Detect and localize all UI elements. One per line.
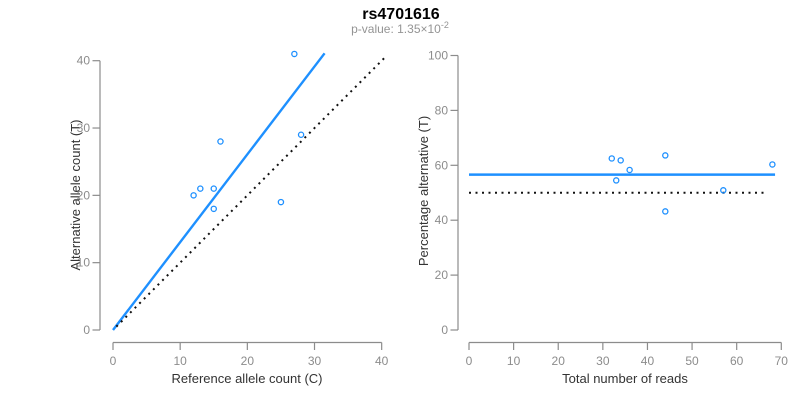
y-tick-label: 40: [435, 213, 449, 227]
data-point: [617, 157, 624, 164]
data-point: [662, 152, 669, 159]
x-tick-label: 20: [552, 354, 566, 368]
right-y-axis-label: Percentage alternative (T): [416, 116, 431, 266]
x-tick-label: 20: [241, 354, 255, 368]
data-point: [197, 185, 204, 192]
data-point: [297, 131, 305, 139]
data-point: [608, 155, 616, 162]
pvalue-exponent: -2: [441, 20, 449, 30]
figure-subtitle: p-value: 1.35×10-2: [351, 20, 449, 36]
x-tick-label: 40: [375, 354, 389, 368]
y-tick-label: 10: [77, 256, 91, 270]
right-x-axis-label: Total number of reads: [562, 371, 688, 386]
data-point: [210, 185, 218, 192]
y-tick-label: 100: [428, 49, 448, 63]
x-tick-label: 10: [507, 354, 521, 368]
right-scatter-panel: Total number of reads Percentage alterna…: [416, 49, 788, 387]
y-tick-label: 40: [77, 54, 91, 68]
y-tick-label: 80: [435, 103, 449, 117]
data-point: [720, 187, 727, 194]
y-tick-label: 0: [441, 323, 448, 337]
data-point: [291, 50, 298, 58]
y-tick-label: 0: [83, 323, 90, 337]
pvalue-text: p-value: 1.35×10: [351, 22, 441, 36]
data-point: [210, 205, 218, 213]
y-tick-label: 60: [435, 158, 449, 172]
x-tick-label: 40: [641, 354, 655, 368]
y-tick-label: 30: [77, 121, 91, 135]
x-tick-label: 0: [110, 354, 117, 368]
data-point: [277, 198, 285, 206]
x-tick-label: 0: [466, 354, 473, 368]
right-panel-marks: 0 10 20 30 40 50 60 70 0 20 40 60 80 100: [428, 49, 788, 369]
data-point: [217, 138, 224, 145]
left-y-axis-label: Alternative allele count (T): [68, 119, 83, 270]
data-point: [612, 177, 620, 184]
y-tick-label: 20: [77, 188, 91, 202]
figure-title: rs4701616: [362, 6, 440, 23]
identity-line: [115, 55, 388, 328]
left-scatter-panel: Reference allele count (C) Alternative a…: [68, 50, 389, 386]
data-point: [662, 208, 669, 215]
data-point: [626, 166, 633, 174]
x-tick-label: 70: [775, 354, 789, 368]
x-tick-label: 50: [685, 354, 699, 368]
left-x-axis-label: Reference allele count (C): [171, 371, 322, 386]
y-tick-label: 20: [435, 268, 449, 282]
x-tick-label: 30: [308, 354, 322, 368]
data-point: [190, 192, 197, 199]
x-tick-label: 30: [596, 354, 610, 368]
data-point: [769, 161, 776, 168]
x-tick-label: 10: [173, 354, 187, 368]
fit-line: [112, 52, 326, 331]
x-tick-label: 60: [730, 354, 744, 368]
left-panel-marks: 0 10 20 30 40 0 10 20 30 40: [77, 50, 389, 368]
